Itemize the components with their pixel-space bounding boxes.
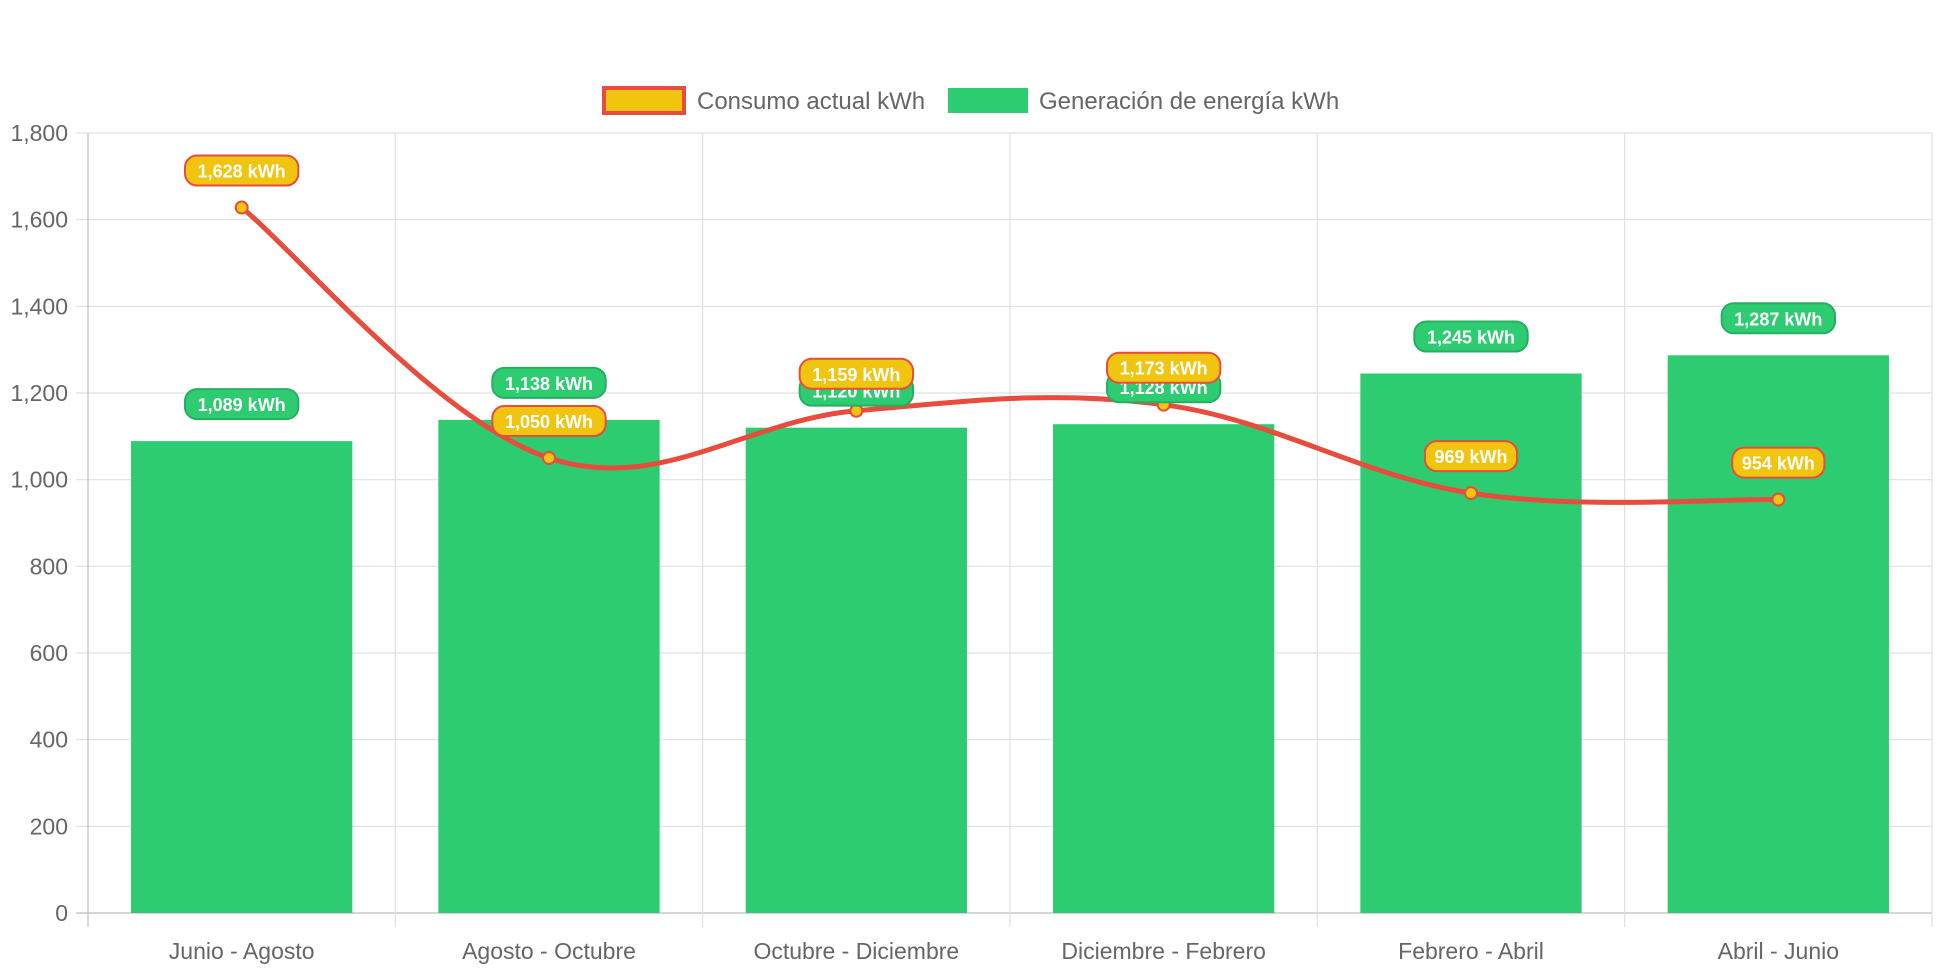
- y-tick-label: 1,600: [10, 207, 68, 233]
- line-data-label-text: 954 kWh: [1742, 454, 1815, 474]
- y-tick-label: 200: [30, 813, 68, 839]
- bar-data-label: 1,245 kWh: [1413, 320, 1529, 353]
- line-data-labels: 1,628 kWh 1,050 kWh 1,159 kWh 1,173 kWh 969 …: [183, 154, 1826, 479]
- y-tick-label: 800: [30, 553, 68, 579]
- x-tick-label: Junio - Agosto: [169, 938, 315, 964]
- bar-data-label: 1,138 kWh: [491, 366, 607, 399]
- bar-data-label-text: 1,089 kWh: [198, 395, 286, 415]
- line-data-label-text: 1,159 kWh: [812, 365, 900, 385]
- x-tick-label: Abril - Junio: [1718, 938, 1839, 964]
- line-data-label-bg: [1423, 440, 1519, 473]
- bar-data-label-bg: [491, 366, 607, 399]
- x-tick-label: Octubre - Diciembre: [753, 938, 959, 964]
- legend-label-generacion: Generación de energía kWh: [1039, 88, 1339, 115]
- line-data-label-bg: [798, 357, 915, 390]
- legend: Consumo actual kWh Generación de energía …: [602, 86, 1339, 115]
- y-axis: 0 200 400 600 800 1,000 1,200 1,400 1,600 1,800: [10, 120, 68, 926]
- y-tick-label: 1,800: [10, 120, 68, 146]
- bar-data-label: 1,089 kWh: [183, 388, 300, 421]
- bar-data-label-text: 1,245 kWh: [1427, 328, 1515, 348]
- grid-lines: [76, 132, 1933, 927]
- x-tick-label: Agosto - Octubre: [462, 938, 636, 964]
- line-data-label: 1,050 kWh: [491, 405, 607, 437]
- bar-data-label-bg: [1413, 320, 1529, 353]
- y-tick-label: 400: [30, 727, 68, 753]
- bar-data-label: 1,287 kWh: [1720, 302, 1837, 335]
- bar: [1667, 355, 1889, 913]
- legend-swatch-consumo: [602, 86, 686, 115]
- bar-data-label-text: 1,138 kWh: [505, 374, 593, 394]
- line-point: [234, 200, 249, 215]
- y-tick-label: 1,000: [10, 467, 68, 493]
- legend-label-consumo: Consumo actual kWh: [697, 88, 925, 115]
- line-point: [1771, 492, 1786, 507]
- line-data-label: 969 kWh: [1423, 440, 1519, 473]
- bar: [438, 419, 660, 913]
- line-data-label: 954 kWh: [1731, 446, 1826, 479]
- x-axis: Junio - Agosto Agosto - Octubre Octubre - …: [169, 938, 1839, 964]
- line-data-label-bg: [1105, 351, 1222, 384]
- line-data-label-text: 969 kWh: [1434, 447, 1507, 467]
- y-tick-label: 1,200: [10, 380, 68, 406]
- bar-data-label-bg: [183, 388, 300, 421]
- line-data-label-text: 1,173 kWh: [1120, 359, 1208, 379]
- x-tick-label: Diciembre - Febrero: [1061, 938, 1266, 964]
- line-series: [240, 205, 1779, 505]
- bar: [745, 427, 967, 913]
- y-tick-label: 0: [55, 900, 68, 926]
- line-data-label-text: 1,628 kWh: [198, 162, 286, 182]
- line-data-label: 1,628 kWh: [183, 154, 300, 187]
- legend-swatch-generacion: [948, 88, 1028, 113]
- line-point: [1464, 486, 1478, 501]
- line-point: [542, 451, 556, 465]
- y-tick-label: 600: [30, 640, 68, 666]
- line-data-label-text: 1,050 kWh: [505, 412, 593, 432]
- line-data-label-bg: [491, 405, 607, 437]
- bar-data-label-text: 1,287 kWh: [1734, 309, 1822, 329]
- line-data-label-bg: [183, 154, 300, 187]
- bar-data-label-bg: [1720, 302, 1837, 335]
- bar: [131, 441, 353, 913]
- bar: [1053, 424, 1275, 913]
- line-data-label: 1,173 kWh: [1105, 351, 1222, 384]
- y-tick-label: 1,400: [10, 293, 68, 319]
- x-tick-label: Febrero - Abril: [1398, 938, 1544, 964]
- line-data-label: 1,159 kWh: [798, 357, 915, 390]
- line-data-label-bg: [1731, 446, 1826, 479]
